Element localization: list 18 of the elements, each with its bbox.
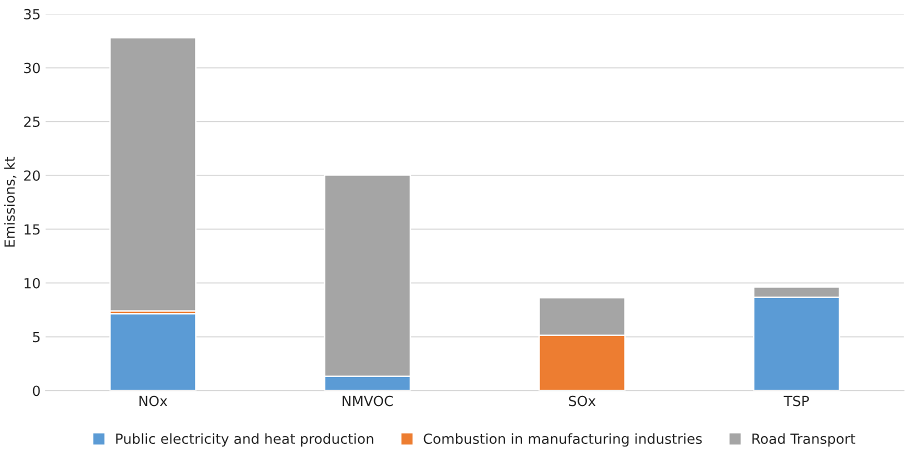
y-tick-label: 20 — [24, 170, 40, 181]
y-tick-label: 25 — [24, 116, 40, 128]
x-tick-label: TSP — [784, 396, 809, 406]
legend-label: Road Transport — [752, 433, 856, 447]
y-tick-label: 0 — [32, 386, 40, 396]
bar — [109, 36, 197, 312]
y-tick-label: 15 — [24, 224, 40, 235]
x-tick-label: NMVOC — [342, 396, 393, 406]
y-axis-title: Emissions, kt — [4, 156, 16, 247]
y-tick-label: 5 — [33, 332, 40, 342]
y-tick-label: 30 — [24, 62, 40, 74]
bar — [109, 312, 197, 391]
x-tick-label: NOx — [140, 396, 168, 406]
y-tick-label: 10 — [24, 278, 40, 288]
y-tick-label: 35 — [24, 8, 40, 20]
legend-label: Combustion in manufacturing industries — [424, 433, 702, 447]
x-tick-label: SOx — [568, 396, 596, 406]
legend-label: Public electricity and heat production — [116, 433, 374, 447]
